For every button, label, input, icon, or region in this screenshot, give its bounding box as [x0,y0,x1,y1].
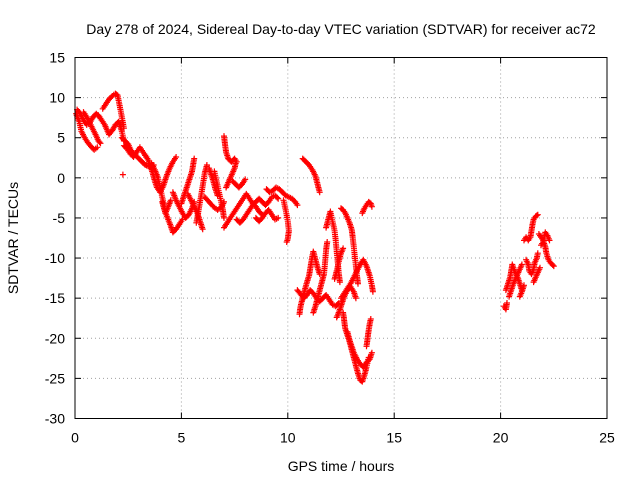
y-tick-label: -20 [45,330,65,346]
data-point-track [530,264,543,286]
data-point-track [516,282,527,300]
data-point-track [73,110,101,153]
data-point-track [299,155,323,196]
x-tick-label: 25 [599,430,615,446]
y-tick-label: -10 [45,250,65,266]
data-point-track [252,206,282,225]
data-point-track [193,162,210,226]
data-point-track [338,205,361,287]
y-axis: 15 10 5 0 -5 -10 -15 -20 -25 -30 [45,50,607,427]
data-point-track [119,171,126,178]
data-point-track [221,133,240,165]
data-point-track [223,160,239,191]
y-tick-label: -15 [45,290,65,306]
x-tick-label: 15 [386,430,402,446]
data-point-track [538,229,553,249]
x-tick-label: 0 [71,430,79,446]
data-point-track [333,283,359,321]
data-point-track [331,245,347,282]
y-tick-label: 0 [57,170,65,186]
y-tick-label: 15 [49,50,65,66]
data-point-track [521,211,541,244]
y-tick-label: -30 [45,411,65,427]
x-axis: 0 5 10 15 20 25 [71,57,615,446]
y-tick-label: -5 [53,210,66,226]
data-point-track [178,155,198,207]
data-point-track [263,184,301,209]
data-point-track [506,261,525,300]
y-axis-label: SDTVAR / TECUs [5,182,21,294]
data-point-track [80,109,104,147]
data-point-track [99,90,127,132]
x-tick-label: 5 [178,430,186,446]
y-tick-label: -25 [45,370,65,386]
y-tick-label: 5 [57,130,65,146]
data-point-track [310,239,331,316]
x-axis-label: GPS time / hours [288,458,395,474]
data-points [73,90,557,385]
data-point-track [344,328,375,371]
data-point-track [363,316,374,350]
data-point-track [280,197,292,245]
data-point-track [523,250,541,278]
data-point-track [229,176,249,191]
data-point-track [159,198,186,236]
y-tick-label: 10 [49,90,65,106]
data-point-track [233,192,282,226]
data-point-track [500,300,510,313]
chart-title: Day 278 of 2024, Sidereal Day-to-day VTE… [86,21,596,37]
data-point-track [296,248,323,318]
plot-frame [74,57,608,419]
data-point-track [120,142,150,160]
x-tick-label: 10 [280,430,296,446]
x-tick-label: 20 [493,430,509,446]
data-point-track [95,112,127,144]
data-point-track [359,198,375,217]
data-point-track [211,168,227,221]
